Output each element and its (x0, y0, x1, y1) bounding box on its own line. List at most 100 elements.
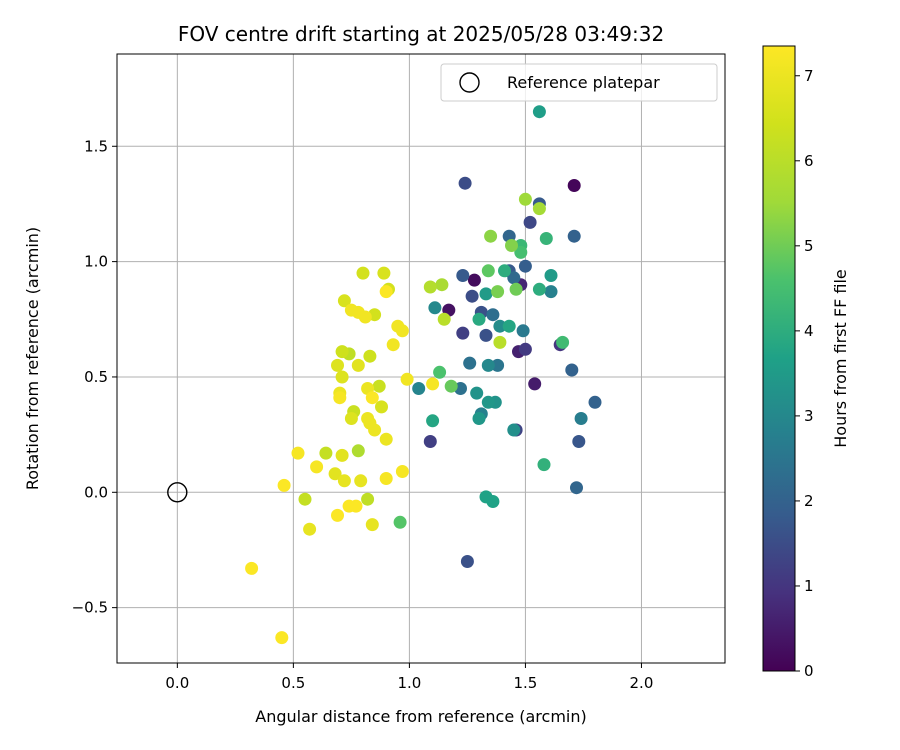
data-point (556, 335, 570, 349)
data-point (567, 229, 581, 243)
data-point (391, 319, 405, 333)
colorbar-tick-label: 1 (804, 577, 814, 595)
data-point (291, 446, 305, 460)
data-point (335, 370, 349, 384)
x-axis: 0.0 0.5 1.0 1.5 2.0 (165, 663, 653, 692)
data-point (433, 365, 447, 379)
data-point (493, 319, 507, 333)
data-point (465, 289, 479, 303)
chart-title: FOV centre drift starting at 2025/05/28 … (178, 22, 664, 46)
data-point (298, 492, 312, 506)
colorbar-frame (762, 45, 796, 672)
y-axis-label: Rotation from reference (arcmin) (23, 227, 42, 490)
data-point (539, 232, 553, 245)
data-point (331, 358, 344, 372)
colorbar-tick-label: 5 (804, 237, 814, 255)
data-point (335, 448, 349, 462)
data-point (423, 435, 437, 448)
data-point (393, 515, 407, 529)
data-point (277, 478, 291, 492)
data-point (516, 324, 530, 338)
data-point (498, 264, 511, 278)
data-point (460, 555, 474, 568)
data-point (344, 303, 358, 317)
data-point (456, 269, 470, 282)
data-point (303, 522, 317, 536)
data-point (400, 372, 414, 386)
data-point (351, 444, 365, 458)
y-tick-label: 1.0 (84, 253, 108, 271)
colorbar-ticks: 0 1 2 3 4 5 6 7 (795, 67, 814, 680)
data-point (328, 467, 342, 481)
legend-marker-reference (459, 72, 480, 93)
colorbar-tick-label: 0 (804, 662, 814, 680)
data-point (588, 395, 602, 409)
data-point (523, 215, 537, 229)
data-point (570, 481, 583, 495)
colorbar-tick-label: 4 (804, 322, 814, 340)
x-tick-label: 2.0 (630, 674, 654, 692)
y-tick-label: −0.5 (72, 599, 108, 617)
data-point (514, 245, 528, 259)
grid (117, 54, 725, 663)
data-point (310, 460, 324, 474)
data-point (412, 382, 426, 395)
data-point (567, 179, 581, 192)
data-point (361, 492, 375, 506)
data-point (491, 358, 505, 372)
data-point (544, 285, 558, 299)
data-point (472, 412, 486, 425)
data-point (356, 266, 370, 280)
data-point (481, 358, 495, 372)
data-point (363, 349, 377, 363)
data-point (574, 412, 588, 425)
data-point (428, 301, 442, 315)
data-point (377, 266, 391, 280)
data-point (532, 282, 546, 296)
data-point (467, 273, 481, 287)
colorbar-tick-label: 2 (804, 492, 814, 510)
data-point (544, 269, 558, 282)
data-point (518, 192, 532, 206)
data-point (365, 518, 379, 532)
data-point (358, 310, 372, 324)
colorbar-label: Hours from first FF file (831, 269, 850, 448)
data-point (437, 312, 451, 326)
data-point (375, 400, 388, 414)
data-point (486, 308, 500, 322)
data-point (479, 287, 493, 301)
data-point (337, 474, 351, 488)
data-point (365, 391, 379, 405)
data-point (486, 495, 500, 508)
y-tick-label: 0.0 (84, 483, 108, 501)
colorbar-tick-label: 7 (804, 67, 814, 85)
data-point (354, 474, 368, 488)
data-point (565, 363, 579, 377)
data-point (472, 312, 486, 326)
data-point (379, 472, 393, 485)
y-axis: −0.5 0.0 0.5 1.0 1.5 (72, 137, 117, 617)
data-points (167, 105, 602, 645)
data-point (426, 414, 440, 428)
data-point (351, 358, 365, 372)
colorbar-gradient (763, 46, 795, 671)
colorbar-tick-label: 3 (804, 407, 814, 425)
data-point (493, 335, 507, 349)
x-tick-label: 1.0 (397, 674, 421, 692)
data-point (491, 285, 505, 299)
data-point (518, 342, 532, 356)
data-point (349, 499, 363, 513)
data-point (372, 379, 386, 393)
data-point (484, 229, 498, 243)
data-point (532, 105, 546, 119)
data-point (331, 508, 344, 522)
data-point (275, 631, 289, 645)
data-point (528, 377, 542, 391)
data-point (337, 294, 351, 308)
colorbar-tick-label: 6 (804, 152, 814, 170)
data-point (481, 264, 495, 278)
data-point (368, 423, 382, 437)
data-point (435, 278, 449, 292)
